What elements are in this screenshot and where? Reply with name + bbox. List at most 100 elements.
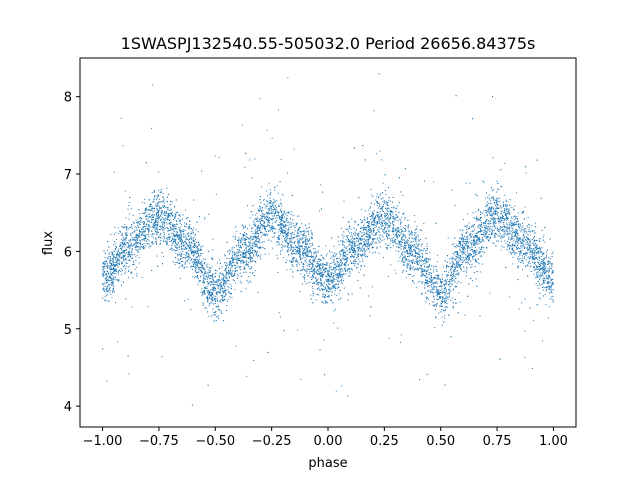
data-point [551, 270, 553, 272]
data-point [299, 247, 301, 249]
data-point [279, 228, 281, 230]
data-point [456, 257, 458, 259]
data-point [436, 291, 438, 293]
data-point [354, 261, 356, 263]
data-point [527, 226, 529, 228]
data-point [394, 239, 396, 241]
data-point [538, 246, 540, 248]
data-point [168, 233, 170, 235]
data-point [211, 274, 213, 276]
data-point [115, 232, 117, 234]
data-point [400, 216, 402, 218]
data-point [130, 255, 132, 257]
data-point [371, 286, 373, 288]
data-point [210, 276, 212, 278]
data-point [469, 263, 471, 265]
data-point [329, 265, 331, 267]
data-point [281, 220, 283, 222]
data-point [300, 249, 302, 251]
data-point [338, 283, 340, 285]
data-point [264, 218, 266, 220]
data-point [182, 248, 184, 250]
data-point [475, 243, 477, 245]
data-point [167, 236, 169, 238]
data-point [117, 253, 119, 255]
data-point [536, 271, 538, 273]
data-point [472, 256, 474, 258]
data-point [370, 219, 372, 221]
data-point [541, 287, 543, 289]
data-point [520, 246, 522, 248]
data-point [191, 231, 193, 233]
data-point [397, 231, 399, 233]
data-point [430, 272, 432, 274]
data-point [190, 249, 192, 251]
data-point [464, 241, 466, 243]
data-point [245, 287, 247, 289]
data-point [128, 260, 130, 262]
data-point [315, 255, 317, 257]
data-point [123, 258, 125, 260]
data-point [222, 291, 224, 293]
data-point [329, 270, 331, 272]
data-point [366, 246, 368, 248]
data-point [151, 243, 153, 245]
data-point [239, 280, 241, 282]
data-point [229, 269, 231, 271]
data-point [270, 212, 272, 214]
data-point [194, 234, 196, 236]
data-point [506, 208, 508, 210]
data-point [225, 293, 227, 295]
data-point [360, 218, 362, 220]
data-point [476, 249, 478, 251]
data-point [444, 283, 446, 285]
data-point [290, 249, 292, 251]
data-point [464, 243, 466, 245]
data-point [178, 238, 180, 240]
data-point [295, 246, 297, 248]
data-point [438, 292, 440, 294]
data-point [192, 239, 194, 241]
data-point [292, 276, 294, 278]
data-point [400, 334, 402, 336]
data-point [278, 211, 280, 213]
data-point [348, 244, 350, 246]
data-point [250, 259, 252, 261]
data-point [347, 249, 349, 251]
data-point [151, 241, 153, 243]
data-point [377, 219, 379, 221]
data-point [216, 293, 218, 295]
data-point [279, 316, 281, 318]
data-point [191, 269, 193, 271]
data-point [532, 256, 534, 258]
data-point [112, 268, 114, 270]
data-point [487, 226, 489, 228]
data-point [368, 229, 370, 231]
data-point [443, 310, 445, 312]
data-point [181, 238, 183, 240]
data-point [532, 319, 534, 321]
data-point [223, 254, 225, 256]
data-point [358, 235, 360, 237]
data-point [463, 238, 465, 240]
data-point [423, 247, 425, 249]
data-point [168, 237, 170, 239]
data-point [318, 260, 320, 262]
data-point [361, 242, 363, 244]
data-point [460, 256, 462, 258]
data-point [105, 288, 107, 289]
data-point [500, 249, 502, 251]
data-point [183, 245, 185, 247]
data-point [544, 267, 546, 269]
data-point [475, 261, 477, 263]
data-point [450, 257, 452, 259]
data-point [254, 225, 256, 227]
data-point [500, 236, 502, 238]
data-point [212, 294, 214, 296]
data-point [203, 276, 205, 278]
data-point [386, 232, 388, 234]
data-point [437, 279, 439, 281]
data-point [278, 235, 280, 237]
data-point [461, 263, 463, 265]
data-point [169, 220, 171, 222]
